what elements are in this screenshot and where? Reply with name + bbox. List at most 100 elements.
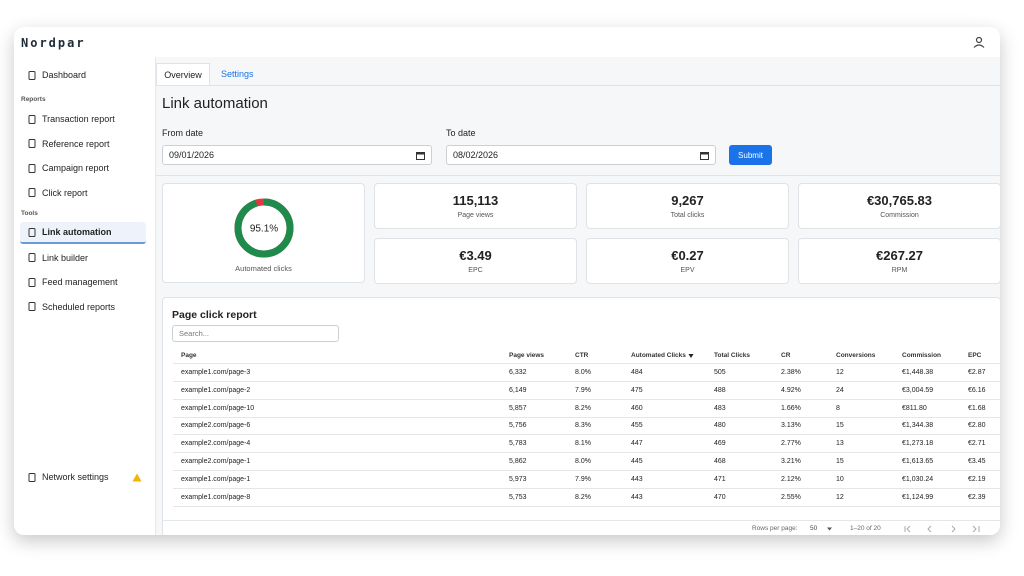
table-cell: €3.45 — [968, 458, 986, 465]
table-cell: example1.com/page-10 — [181, 404, 255, 412]
table-cell: 484 — [631, 369, 643, 376]
table-cell: 469 — [714, 440, 726, 448]
table-cell: 5,753 — [509, 493, 527, 501]
table-cell: 471 — [714, 475, 726, 483]
table-cell: €1,273.18 — [902, 440, 934, 448]
table-cell: 15 — [836, 422, 844, 430]
nav-label: Transaction report — [42, 114, 115, 124]
nav-item[interactable]: Campaign report — [20, 157, 146, 179]
table-cell: €6.16 — [968, 386, 986, 394]
kpi-value: 9,267 — [671, 193, 704, 208]
divider — [156, 175, 1000, 176]
warning-icon — [132, 473, 142, 481]
table-cell: 8.1% — [575, 440, 591, 448]
table-cell: €1,030.24 — [902, 475, 934, 483]
sort-icon[interactable] — [688, 353, 694, 359]
from-label: From date — [162, 128, 204, 138]
to-label: To date — [446, 128, 476, 138]
app-window: Nordpar Dashboard Reports Transaction repo… — [14, 27, 1000, 535]
nav-item[interactable]: Scheduled reports — [20, 296, 146, 318]
table-cell: €2.87 — [968, 369, 986, 376]
row-divider — [173, 487, 1000, 489]
calendar-icon[interactable] — [700, 151, 709, 160]
table-cell: 2.38% — [781, 369, 801, 376]
kpi-value: €0.27 — [671, 248, 704, 263]
nav-icon — [28, 302, 36, 311]
row-divider — [173, 398, 1000, 400]
nav-icon — [28, 253, 36, 262]
table-cell: 8.0% — [575, 369, 591, 376]
table-cell: 15 — [836, 458, 844, 465]
search-input[interactable]: Search... — [172, 325, 339, 342]
calendar-icon[interactable] — [416, 151, 425, 160]
table-cell: €1,124.99 — [902, 493, 934, 501]
column-header: EPC — [968, 352, 982, 359]
kpi-label: EPV — [680, 267, 695, 274]
table-cell: €2.80 — [968, 422, 986, 430]
submit-button[interactable]: Submit — [729, 145, 772, 165]
row-divider — [173, 470, 1000, 471]
nav-label: Scheduled reports — [42, 301, 116, 312]
kpi-card: 9,267 Total clicks — [586, 183, 789, 229]
table-cell: 8 — [836, 404, 840, 412]
user-icon[interactable] — [972, 35, 986, 49]
nav-label: Feed management — [42, 277, 118, 287]
column-header: Page — [181, 352, 197, 359]
table-cell: 5,862 — [509, 458, 527, 465]
nav-icon — [28, 277, 36, 287]
nav-item[interactable]: Dashboard — [20, 64, 146, 86]
pager-buttons[interactable] — [903, 524, 983, 534]
footer-divider — [163, 520, 1000, 521]
nav-icon — [28, 70, 36, 80]
nav-section-title: Reports — [21, 96, 46, 103]
table-cell: 1.66% — [781, 404, 801, 412]
row-divider — [173, 416, 1000, 418]
nav-label: Click report — [42, 187, 88, 198]
row-divider — [173, 505, 1000, 507]
donut-arc — [234, 198, 294, 258]
donut-caption: Automated clicks — [235, 264, 292, 273]
main-content: Overview Settings Link automation From d… — [155, 57, 1000, 535]
tab-divider — [156, 85, 1000, 86]
kpi-value: €267.27 — [876, 248, 923, 263]
nav-item[interactable]: Transaction report — [20, 108, 146, 130]
table-cell: 447 — [631, 440, 643, 448]
to-date-input[interactable]: 08/02/2026 — [446, 145, 716, 165]
column-header: Automated Clicks — [631, 352, 686, 359]
table-cell: 5,973 — [509, 475, 527, 483]
table-cell: example1.com/page-2 — [181, 386, 251, 394]
table-cell: €1,448.38 — [902, 369, 934, 376]
sidebar: Dashboard Reports Transaction report Refere… — [14, 57, 155, 535]
table-cell: 480 — [714, 422, 726, 430]
donut-card: 95.1% Automated clicks — [162, 183, 365, 283]
dropdown-arrow[interactable] — [826, 526, 833, 532]
table-cell: €3,004.59 — [902, 386, 934, 394]
to-date-value: 08/02/2026 — [453, 150, 499, 160]
nav-item[interactable]: Reference report — [20, 133, 146, 155]
nav-item[interactable]: Feed management — [20, 271, 146, 293]
table-cell: 470 — [714, 493, 726, 501]
nav-item[interactable]: Link builder — [20, 247, 146, 269]
tab[interactable]: Settings — [221, 69, 254, 79]
nav-icon — [28, 139, 36, 148]
column-header: Page views — [509, 352, 545, 359]
rows-per-page-value[interactable]: 50 — [810, 525, 818, 532]
kpi-label: Total clicks — [670, 212, 705, 219]
nav-item[interactable]: Network settings — [20, 466, 146, 488]
table-title: Page click report — [172, 309, 257, 321]
table-cell: 475 — [631, 386, 643, 394]
rows-per-page-label: Rows per page: — [752, 525, 798, 532]
tab[interactable]: Overview — [156, 63, 210, 85]
nav-item[interactable]: Click report — [20, 182, 146, 204]
nav-label: Link builder — [42, 252, 89, 263]
column-header: CR — [781, 352, 791, 359]
table-cell: 3.21% — [781, 458, 801, 465]
nav-icon — [28, 227, 36, 237]
nav-item[interactable]: Link automation — [20, 222, 146, 244]
table-cell: €1.68 — [968, 404, 986, 412]
from-date-input[interactable]: 09/01/2026 — [162, 145, 432, 165]
page-title: Link automation — [162, 95, 268, 112]
table-cell: 483 — [714, 404, 726, 412]
nav-label: Campaign report — [42, 163, 110, 173]
table-cell: 2.55% — [781, 493, 801, 501]
